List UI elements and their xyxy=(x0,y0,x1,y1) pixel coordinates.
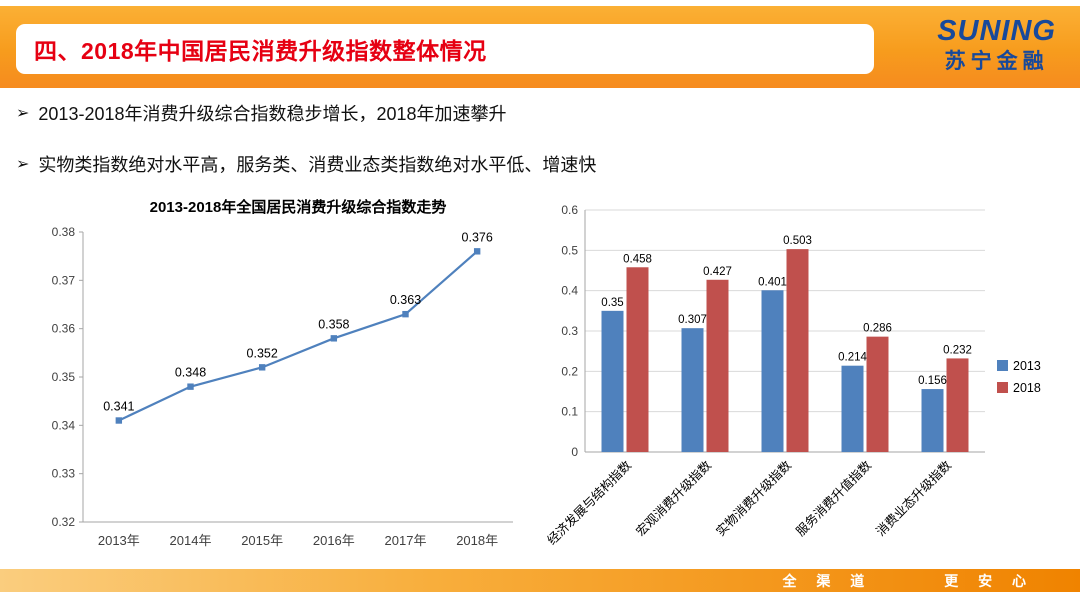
legend-swatch-2013 xyxy=(997,360,1008,371)
header-bar: 四、2018年中国居民消费升级指数整体情况 SUNING 苏宁金融 xyxy=(0,6,1080,88)
bullet-text-2: 实物类指数绝对水平高，服务类、消费业态类指数绝对水平低、增速快 xyxy=(38,155,597,175)
data-label: 0.376 xyxy=(462,230,493,244)
data-label: 0.358 xyxy=(318,317,349,331)
legend-label-2018: 2018 xyxy=(1013,381,1041,395)
y-tick-label: 0.1 xyxy=(561,405,578,419)
y-tick-label: 0.32 xyxy=(52,515,76,529)
data-label: 0.35 xyxy=(601,297,623,309)
data-label: 0.427 xyxy=(703,266,732,278)
footer-text-channel: 全 渠 道 xyxy=(782,572,873,589)
data-label: 0.352 xyxy=(247,346,278,360)
data-label: 0.232 xyxy=(943,344,972,356)
x-tick-label: 2018年 xyxy=(456,533,498,548)
y-tick-label: 0.4 xyxy=(561,284,578,298)
y-tick-label: 0.36 xyxy=(52,322,76,336)
bullet-item-1: ➢ 2013-2018年消费升级综合指数稳步增长，2018年加速攀升 xyxy=(16,102,596,126)
x-tick-label: 2016年 xyxy=(313,533,355,548)
y-tick-label: 0.2 xyxy=(561,364,578,378)
bar-2018-1 xyxy=(706,279,729,452)
y-tick-label: 0.5 xyxy=(561,243,578,257)
x-tick-label: 2015年 xyxy=(241,533,283,548)
x-tick-label: 2017年 xyxy=(385,533,427,548)
y-tick-label: 0.3 xyxy=(561,324,578,338)
data-label: 0.286 xyxy=(863,323,892,335)
slide-title: 四、2018年中国居民消费升级指数整体情况 xyxy=(34,38,487,64)
line-marker-1 xyxy=(187,383,194,390)
bullet-item-2: ➢ 实物类指数绝对水平高，服务类、消费业态类指数绝对水平低、增速快 xyxy=(16,153,596,177)
chart-title: 2013-2018年全国居民消费升级综合指数走势 xyxy=(150,198,447,216)
bar-2013-0 xyxy=(601,310,624,452)
data-label: 0.363 xyxy=(390,293,421,307)
title-box: 四、2018年中国居民消费升级指数整体情况 xyxy=(16,24,874,74)
y-tick-label: 0.38 xyxy=(52,225,76,239)
bar-chart: 0 0.1 0.2 0.3 0.4 0.5 0.6 0.35 0.458 经济发展与结构指数 0.3… xyxy=(540,192,1070,587)
data-label: 0.348 xyxy=(175,366,206,380)
data-label: 0.156 xyxy=(918,375,947,387)
y-tick-label: 0 xyxy=(571,445,578,459)
y-tick-label: 0.34 xyxy=(52,418,76,432)
x-tick-label: 消费业态升级指数 xyxy=(873,457,955,539)
legend-label-2013: 2013 xyxy=(1013,359,1041,373)
bullet-arrow-icon: ➢ xyxy=(16,105,30,122)
data-label: 0.458 xyxy=(623,253,652,265)
line-marker-0 xyxy=(115,417,123,424)
y-tick-label: 0.6 xyxy=(561,203,578,217)
line-marker-2 xyxy=(258,364,266,371)
bar-2018-2 xyxy=(786,249,809,452)
line-marker-3 xyxy=(330,335,338,342)
data-label: 0.401 xyxy=(758,276,787,288)
footer-text-assurance: 更 安 心 xyxy=(944,572,1034,589)
bar-chart-svg: 0 0.1 0.2 0.3 0.4 0.5 0.6 0.35 0.458 经济发展与结构指数 0.3… xyxy=(544,203,1041,548)
x-tick-label: 宏观消费升级指数 xyxy=(633,457,715,539)
line-chart: 0.32 0.33 0.34 0.35 0.36 0.37 0.38 2013年 2014年 20… xyxy=(28,192,528,577)
x-tick-label: 2014年 xyxy=(170,533,212,548)
bullet-arrow-icon: ➢ xyxy=(16,156,30,173)
bar-2013-3 xyxy=(841,365,864,452)
data-label: 0.307 xyxy=(678,314,707,326)
legend-swatch-2018 xyxy=(997,382,1008,393)
footer-bar: 全 渠 道 更 安 心 xyxy=(0,569,1080,592)
bar-2018-4 xyxy=(946,358,969,452)
bullet-list: ➢ 2013-2018年消费升级综合指数稳步增长，2018年加速攀升 ➢ 实物类… xyxy=(16,102,596,204)
y-tick-label: 0.33 xyxy=(52,467,76,481)
data-label: 0.214 xyxy=(838,352,867,364)
x-tick-label: 实物消费升级指数 xyxy=(713,457,795,539)
line-chart-svg: 0.32 0.33 0.34 0.35 0.36 0.37 0.38 2013年 2014年 20… xyxy=(52,198,513,548)
bullet-text-1: 2013-2018年消费升级综合指数稳步增长，2018年加速攀升 xyxy=(38,104,507,124)
bar-2013-4 xyxy=(921,389,944,452)
bar-2013-2 xyxy=(761,290,784,452)
x-tick-label: 2013年 xyxy=(98,533,140,548)
line-series xyxy=(118,250,478,422)
suning-logo-brand: SUNING xyxy=(937,15,1056,47)
bar-2013-1 xyxy=(681,328,704,452)
bar-2018-0 xyxy=(626,267,649,452)
x-tick-label: 服务消费升值指数 xyxy=(793,457,875,539)
line-marker-4 xyxy=(402,310,409,318)
bar-2018-3 xyxy=(866,336,889,452)
suning-logo: SUNING 苏宁金融 xyxy=(937,14,1056,76)
x-tick-label: 经济发展与结构指数 xyxy=(544,457,635,548)
data-label: 0.503 xyxy=(783,235,812,247)
y-tick-label: 0.35 xyxy=(52,370,76,384)
line-marker-5 xyxy=(473,248,481,255)
y-tick-label: 0.37 xyxy=(52,273,76,287)
suning-logo-sub: 苏宁金融 xyxy=(944,50,1049,73)
data-label: 0.341 xyxy=(103,400,134,414)
